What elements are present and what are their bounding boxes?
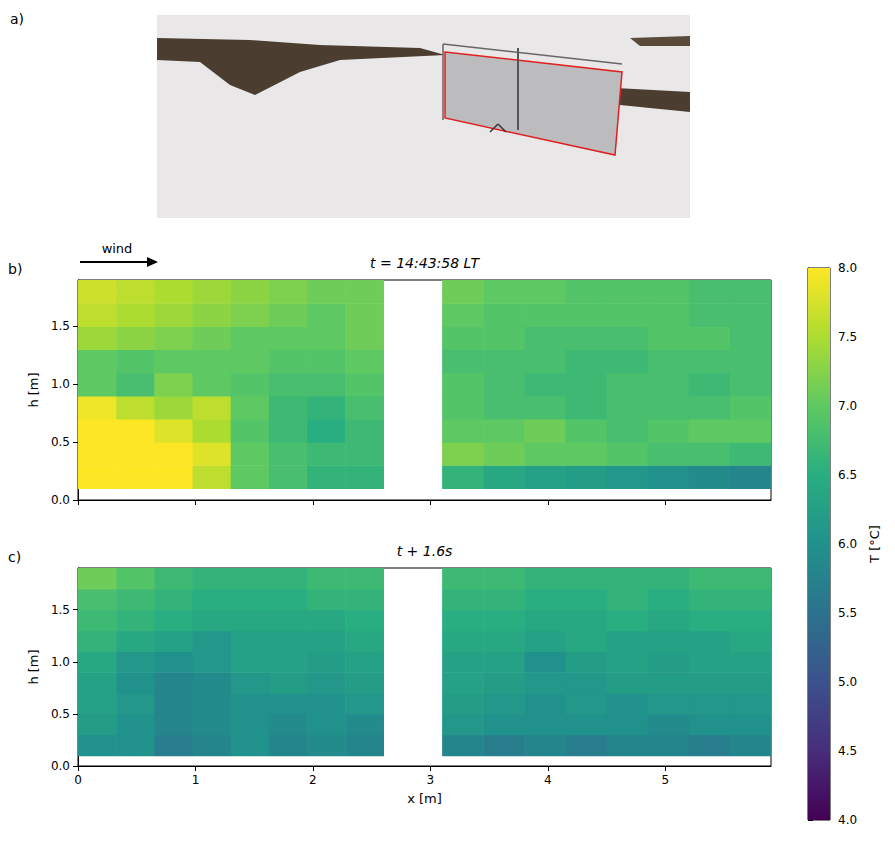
svg-text:a): a) <box>10 11 24 27</box>
svg-text:t + 1.6s: t + 1.6s <box>397 543 453 559</box>
svg-text:wind: wind <box>102 241 133 256</box>
svg-text:1.0: 1.0 <box>51 377 70 391</box>
svg-text:c): c) <box>8 549 21 565</box>
svg-text:T [°C]: T [°C] <box>867 525 882 564</box>
svg-text:0.0: 0.0 <box>51 493 70 507</box>
svg-text:5.0: 5.0 <box>838 675 857 689</box>
svg-text:6.0: 6.0 <box>838 537 857 551</box>
svg-text:4.5: 4.5 <box>838 744 857 758</box>
svg-text:2: 2 <box>309 773 317 787</box>
svg-text:t = 14:43:58 LT: t = 14:43:58 LT <box>370 255 480 271</box>
svg-text:x [m]: x [m] <box>407 791 442 806</box>
svg-text:0.5: 0.5 <box>51 707 70 721</box>
svg-text:b): b) <box>8 261 22 277</box>
svg-text:h [m]: h [m] <box>26 649 41 684</box>
svg-text:7.5: 7.5 <box>838 330 857 344</box>
svg-text:0.0: 0.0 <box>51 759 70 773</box>
svg-text:4: 4 <box>544 773 552 787</box>
svg-text:6.5: 6.5 <box>838 468 857 482</box>
svg-text:8.0: 8.0 <box>838 261 857 275</box>
svg-text:1.0: 1.0 <box>51 655 70 669</box>
svg-text:1.5: 1.5 <box>51 603 70 617</box>
svg-text:4.0: 4.0 <box>838 813 857 827</box>
svg-text:0.5: 0.5 <box>51 435 70 449</box>
svg-text:0: 0 <box>74 773 82 787</box>
svg-text:7.0: 7.0 <box>838 399 857 413</box>
svg-text:h [m]: h [m] <box>26 372 41 407</box>
svg-text:3: 3 <box>427 773 435 787</box>
svg-text:5.5: 5.5 <box>838 606 857 620</box>
svg-text:1.5: 1.5 <box>51 319 70 333</box>
svg-text:5: 5 <box>661 773 669 787</box>
svg-text:1: 1 <box>192 773 200 787</box>
